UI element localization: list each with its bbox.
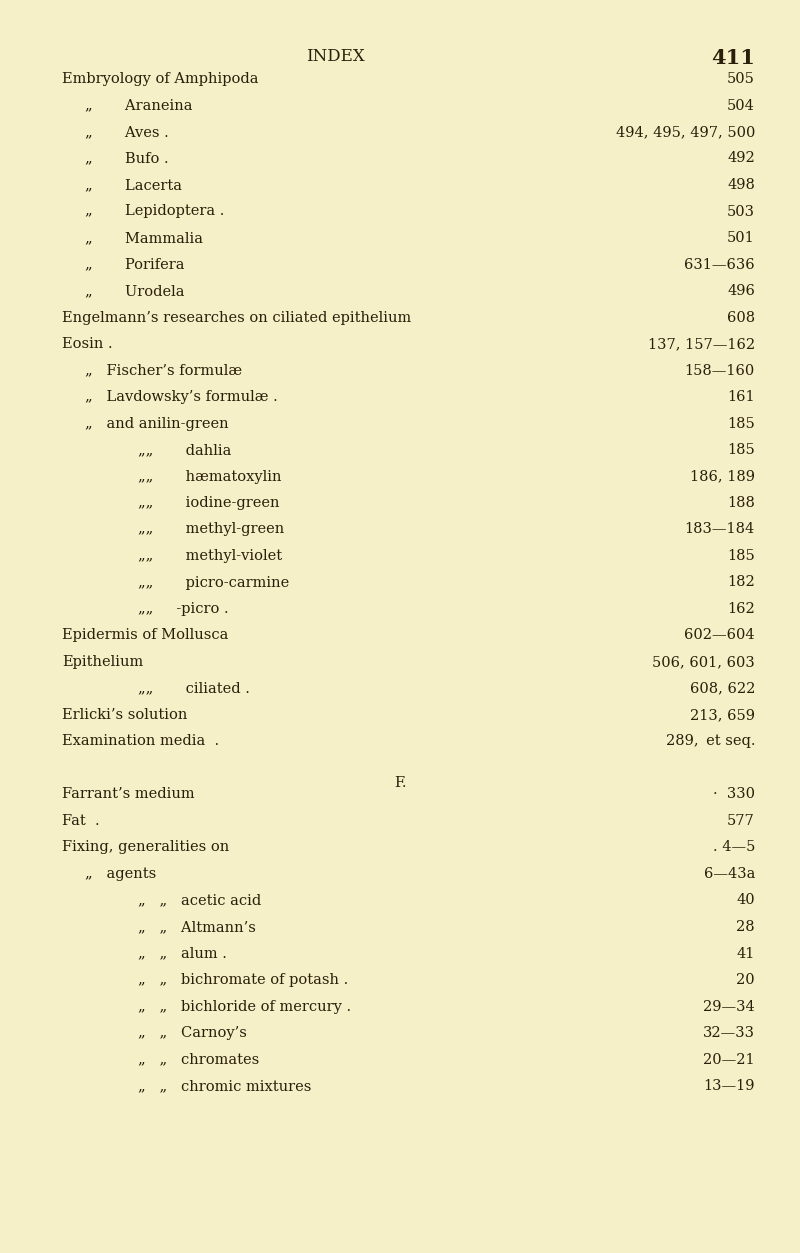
Text: 183—184: 183—184 (685, 523, 755, 536)
Text: Examination media  .: Examination media . (62, 734, 219, 748)
Text: 185: 185 (727, 549, 755, 563)
Text: Engelmann’s researches on ciliated epithelium: Engelmann’s researches on ciliated epith… (62, 311, 411, 325)
Text: 185: 185 (727, 444, 755, 457)
Text: „„       picro-carmine: „„ picro-carmine (138, 575, 290, 589)
Text: 496: 496 (727, 284, 755, 298)
Text: 494, 495, 497, 500: 494, 495, 497, 500 (616, 125, 755, 139)
Text: 40: 40 (736, 893, 755, 907)
Text: „       Bufo .: „ Bufo . (85, 152, 169, 165)
Text: 137, 157—162: 137, 157—162 (648, 337, 755, 351)
Text: 185: 185 (727, 416, 755, 431)
Text: „   „   bichromate of potash .: „ „ bichromate of potash . (138, 974, 348, 987)
Text: 20: 20 (736, 974, 755, 987)
Text: 602—604: 602—604 (684, 629, 755, 643)
Text: 182: 182 (727, 575, 755, 589)
Text: Epithelium: Epithelium (62, 655, 143, 669)
Text: 32—33: 32—33 (703, 1026, 755, 1040)
Text: 13—19: 13—19 (703, 1079, 755, 1093)
Text: 501: 501 (727, 231, 755, 246)
Text: 503: 503 (727, 204, 755, 218)
Text: Farrant’s medium: Farrant’s medium (62, 787, 194, 802)
Text: „„       methyl-violet: „„ methyl-violet (138, 549, 282, 563)
Text: „   „   acetic acid: „ „ acetic acid (138, 893, 262, 907)
Text: 411: 411 (711, 48, 755, 68)
Text: „„       iodine-green: „„ iodine-green (138, 496, 279, 510)
Text: 188: 188 (727, 496, 755, 510)
Text: „       Araneina: „ Araneina (85, 99, 193, 113)
Text: 213, 659: 213, 659 (690, 708, 755, 722)
Text: „„       methyl-green: „„ methyl-green (138, 523, 284, 536)
Text: „„     -picro .: „„ -picro . (138, 601, 229, 616)
Text: 161: 161 (727, 390, 755, 403)
Text: ·  330: · 330 (713, 787, 755, 802)
Text: 158—160: 158—160 (685, 363, 755, 377)
Text: 28: 28 (736, 920, 755, 933)
Text: 506, 601, 603: 506, 601, 603 (652, 655, 755, 669)
Text: „   agents: „ agents (85, 867, 156, 881)
Text: . 4—5: . 4—5 (713, 841, 755, 855)
Text: Erlicki’s solution: Erlicki’s solution (62, 708, 187, 722)
Text: 20—21: 20—21 (703, 1053, 755, 1066)
Text: Fixing, generalities on: Fixing, generalities on (62, 841, 230, 855)
Text: 631—636: 631—636 (684, 258, 755, 272)
Text: „   „   alum .: „ „ alum . (138, 946, 227, 961)
Text: „       Mammalia: „ Mammalia (85, 231, 203, 246)
Text: 6—43a: 6—43a (704, 867, 755, 881)
Text: „   and anilin-green: „ and anilin-green (85, 416, 229, 431)
Text: „       Aves .: „ Aves . (85, 125, 169, 139)
Text: „       Lacerta: „ Lacerta (85, 178, 182, 192)
Text: 289,  et seq.: 289, et seq. (666, 734, 755, 748)
Text: „   Fischer’s formulæ: „ Fischer’s formulæ (85, 363, 242, 377)
Text: „       Porifera: „ Porifera (85, 258, 185, 272)
Text: Embryology of Amphipoda: Embryology of Amphipoda (62, 71, 258, 86)
Text: 504: 504 (727, 99, 755, 113)
Text: „       Lepidoptera .: „ Lepidoptera . (85, 204, 224, 218)
Text: „       Urodela: „ Urodela (85, 284, 185, 298)
Text: „„       hæmatoxylin: „„ hæmatoxylin (138, 470, 282, 484)
Text: Epidermis of Mollusca: Epidermis of Mollusca (62, 629, 228, 643)
Text: 41: 41 (737, 946, 755, 961)
Text: 29—34: 29—34 (703, 1000, 755, 1014)
Text: 608: 608 (727, 311, 755, 325)
Text: 577: 577 (727, 814, 755, 828)
Text: „   Lavdowsky’s formulæ .: „ Lavdowsky’s formulæ . (85, 390, 278, 403)
Text: „   „   chromic mixtures: „ „ chromic mixtures (138, 1079, 311, 1093)
Text: „   „   bichloride of mercury .: „ „ bichloride of mercury . (138, 1000, 351, 1014)
Text: „   „   Altmann’s: „ „ Altmann’s (138, 920, 256, 933)
Text: Eosin .: Eosin . (62, 337, 113, 351)
Text: 186, 189: 186, 189 (690, 470, 755, 484)
Text: „   „   Carnoy’s: „ „ Carnoy’s (138, 1026, 247, 1040)
Text: 608, 622: 608, 622 (690, 682, 755, 695)
Text: 498: 498 (727, 178, 755, 192)
Text: INDEX: INDEX (306, 48, 364, 65)
Text: „„       dahlia: „„ dahlia (138, 444, 231, 457)
Text: „„       ciliated .: „„ ciliated . (138, 682, 250, 695)
Text: 492: 492 (727, 152, 755, 165)
Text: F.: F. (394, 776, 406, 789)
Text: 162: 162 (727, 601, 755, 616)
Text: „   „   chromates: „ „ chromates (138, 1053, 259, 1066)
Text: 505: 505 (727, 71, 755, 86)
Text: Fat  .: Fat . (62, 814, 100, 828)
